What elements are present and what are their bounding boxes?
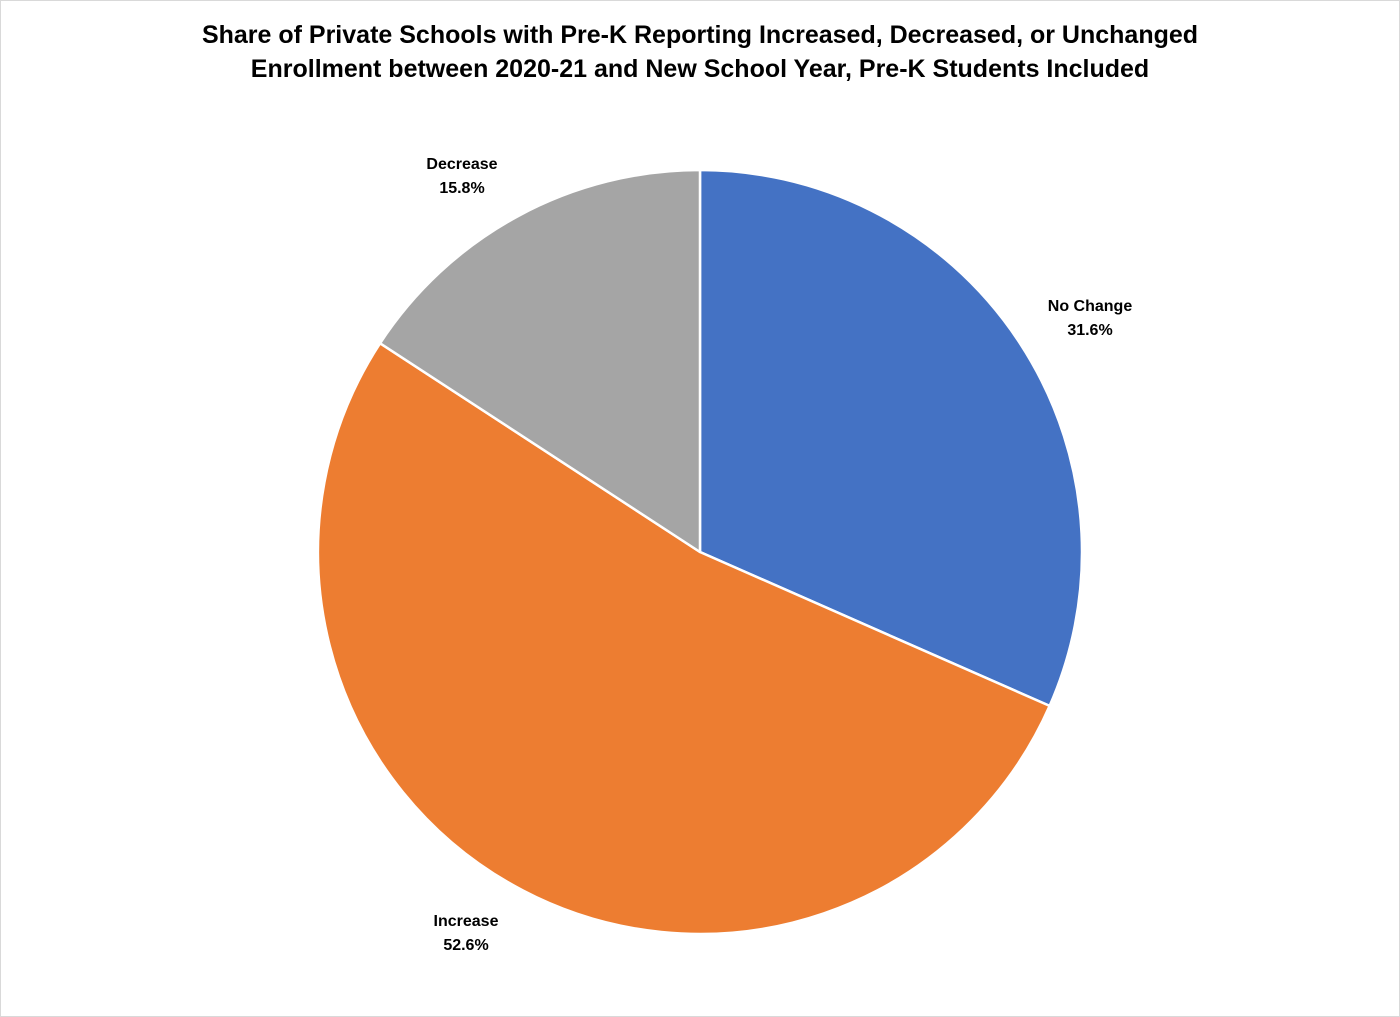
slice-value-increase: 52.6% (443, 937, 488, 954)
slice-label-decrease: Decrease (426, 156, 497, 173)
slice-label-increase: Increase (434, 913, 499, 930)
pie-labels: No Change 31.6% Increase 52.6% Decrease 15.8% (426, 156, 1132, 954)
slice-value-no-change: 31.6% (1067, 322, 1112, 339)
chart-title-line-2: Enrollment between 2020-21 and New Schoo… (250, 55, 1150, 83)
slice-value-decrease: 15.8% (439, 180, 484, 197)
slice-label-no-change: No Change (1048, 298, 1133, 315)
pie-slice-no-change (698, 168, 1084, 708)
chart-title: Share of Private Schools with Pre-K Repo… (0, 18, 1400, 86)
pie-slices (316, 168, 1084, 936)
chart-title-line-1: Share of Private Schools with Pre-K Repo… (201, 21, 1199, 49)
pie-slice-decrease (378, 168, 702, 554)
pie-slice-increase (316, 342, 1051, 936)
